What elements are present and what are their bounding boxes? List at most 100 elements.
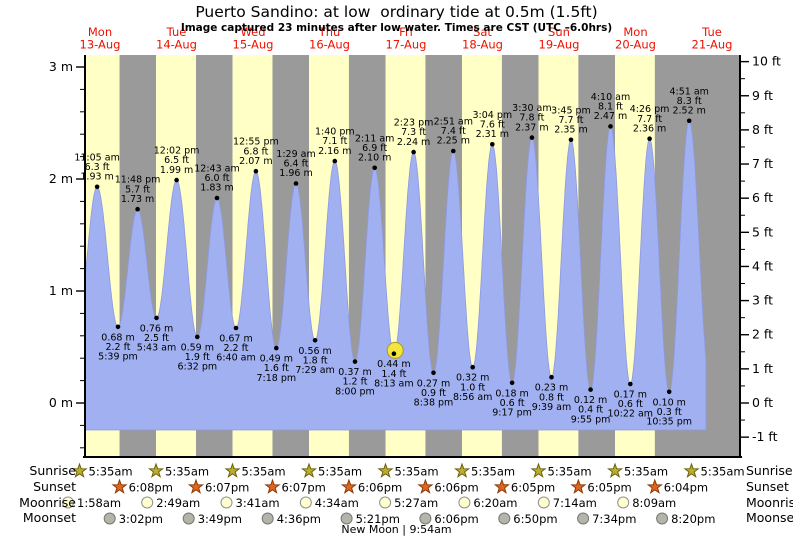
tide-extreme-dot xyxy=(214,195,220,201)
low-tide-label: 0.68 m 2.2 ft 5:39 pm xyxy=(98,332,138,362)
left-axis-tick-label: 0 m xyxy=(49,395,73,410)
low-tide-label: 0.18 m 0.6 ft 9:17 pm xyxy=(492,388,532,418)
moonset-icon xyxy=(656,512,669,525)
high-tide-label: 11:48 pm 5.7 ft 1.73 m xyxy=(115,175,161,205)
day-date-label: 19-Aug xyxy=(539,38,580,52)
moonrise-icon xyxy=(141,496,154,509)
day-name-label: Tue xyxy=(701,25,722,39)
sunrise-time: 5:35am xyxy=(165,465,209,479)
day-date-label: 13-Aug xyxy=(80,38,121,52)
sunset-icon xyxy=(417,478,434,494)
right-axis-tick-label: -1 ft xyxy=(752,429,778,444)
moonrise-icon xyxy=(62,496,74,509)
moonset-time: 4:36pm xyxy=(277,512,321,526)
high-tide-label: 4:51 am 8.3 ft 2.52 m xyxy=(669,86,708,116)
right-axis-tick-label: 8 ft xyxy=(752,122,773,137)
moonrise-time: 1:58am xyxy=(77,496,121,510)
moonset-row-label-right: Moonset xyxy=(746,510,793,525)
right-axis-tick-label: 9 ft xyxy=(752,88,773,103)
moonset-time: 6:50pm xyxy=(513,512,557,526)
moonrise-time: 6:20am xyxy=(473,496,517,510)
low-tide-label: 0.37 m 1.2 ft 8:00 pm xyxy=(335,367,375,397)
moonset-icon xyxy=(261,512,274,525)
tide-extreme-dot xyxy=(174,177,179,183)
moonrise-icon xyxy=(458,496,471,509)
low-tide-label: 0.76 m 2.5 ft 5:43 am xyxy=(137,323,176,353)
moonset-time: 3:49pm xyxy=(198,512,242,526)
tide-extreme-dot xyxy=(352,359,358,364)
high-tide-label: 3:45 pm 7.7 ft 2.35 m xyxy=(551,105,591,135)
sunrise-icon xyxy=(147,462,165,478)
moonrise-icon xyxy=(299,496,312,509)
left-axis-tick-label: 1 m xyxy=(49,283,73,298)
tide-extreme-dot xyxy=(154,315,159,321)
sunset-row-label: Sunset xyxy=(33,479,76,494)
sunrise-icon xyxy=(71,462,88,478)
moonrise-row-label-right: Moonrise xyxy=(746,495,793,510)
day-name-label: Wed xyxy=(240,25,265,39)
tide-extreme-dot xyxy=(195,334,200,340)
tide-extreme-dot xyxy=(666,389,672,395)
moonrise-time: 8:09am xyxy=(632,496,676,510)
tide-extreme-dot xyxy=(568,137,574,143)
high-tide-label: 3:30 am 7.8 ft 2.37 m xyxy=(512,103,551,133)
high-tide-label: 1:29 am 6.4 ft 1.96 m xyxy=(276,149,315,179)
tide-extreme-dot xyxy=(274,345,279,351)
sunset-time: 6:06pm xyxy=(434,481,478,495)
low-tide-label: 0.44 m 1.4 ft 8:13 am xyxy=(374,359,413,389)
moonset-icon xyxy=(419,512,432,525)
sunrise-time: 5:35am xyxy=(624,465,668,479)
tide-extreme-dot xyxy=(588,387,593,392)
tide-extreme-dot xyxy=(332,158,338,164)
moonrise-time: 4:34am xyxy=(315,496,359,510)
moonrise-icon xyxy=(537,496,550,509)
sunrise-row-label-right: Sunrise xyxy=(746,463,793,478)
high-tide-label: 4:10 am 8.1 ft 2.47 m xyxy=(591,92,630,122)
day-name-label: Thu xyxy=(318,25,341,39)
sunrise-time: 5:35am xyxy=(242,465,286,479)
tide-extreme-dot xyxy=(372,165,378,171)
moonset-row-label: Moonset xyxy=(22,510,76,525)
chart-title: Puerto Sandino: at low ordinary tide at … xyxy=(195,3,598,21)
sunrise-row-label: Sunrise xyxy=(29,463,76,478)
sunrise-icon xyxy=(606,462,624,478)
day-name-label: Sun xyxy=(548,25,570,39)
right-axis-tick-label: 1 ft xyxy=(752,361,773,376)
right-axis-tick-label: 10 ft xyxy=(752,54,781,69)
day-date-label: 20-Aug xyxy=(615,38,656,52)
moonrise-row-label: Moonrise xyxy=(19,495,76,510)
day-date-label: 18-Aug xyxy=(462,38,503,52)
sunrise-icon xyxy=(683,462,700,478)
tide-extreme-dot xyxy=(115,324,121,330)
sunrise-time: 5:35am xyxy=(318,465,362,479)
sunset-icon xyxy=(646,478,663,494)
sunset-row-label-right: Sunset xyxy=(746,479,789,494)
moonrise-time: 3:41am xyxy=(236,496,280,510)
day-date-label: 17-Aug xyxy=(386,38,427,52)
moonset-time: 7:34pm xyxy=(592,512,636,526)
left-axis-tick-label: 2 m xyxy=(49,171,73,186)
right-axis-tick-label: 6 ft xyxy=(752,190,773,205)
day-date-label: 14-Aug xyxy=(156,38,197,52)
tide-extreme-dot xyxy=(509,380,515,386)
tide-extreme-dot xyxy=(135,206,140,212)
day-name-label: Fri xyxy=(399,25,413,39)
sunrise-time: 5:35am xyxy=(471,465,515,479)
sunrise-icon xyxy=(224,462,241,478)
sunset-time: 6:08pm xyxy=(129,481,173,495)
high-tide-label: 12:02 pm 6.5 ft 1.99 m xyxy=(154,146,200,176)
sunrise-icon xyxy=(377,462,394,478)
sunrise-icon xyxy=(453,462,471,478)
right-axis-tick-label: 3 ft xyxy=(752,293,773,308)
high-tide-label: 12:55 pm 6.8 ft 2.07 m xyxy=(233,137,279,167)
moonrise-icon xyxy=(379,496,392,509)
moonset-icon xyxy=(103,512,116,525)
sunrise-time: 5:35am xyxy=(395,465,439,479)
sunrise-time: 5:35am xyxy=(548,465,592,479)
tide-extreme-dot xyxy=(647,136,652,141)
moonset-time: 6:06pm xyxy=(434,512,478,526)
tide-extreme-dot xyxy=(490,142,495,147)
low-tide-label: 0.17 m 0.6 ft 10:22 am xyxy=(608,390,653,420)
left-axis-tick-label: 3 m xyxy=(49,59,73,74)
